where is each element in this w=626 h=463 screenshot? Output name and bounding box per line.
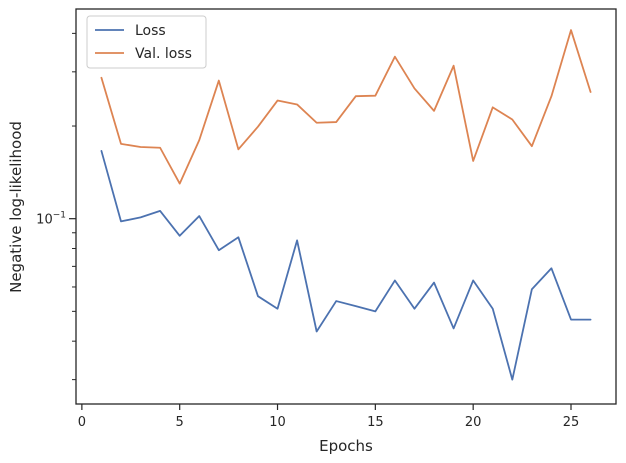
- x-axis-ticks: 0 5 10 15 20 25: [78, 404, 580, 430]
- x-tick-label-0: 0: [78, 415, 86, 430]
- x-tick-label-10: 10: [269, 415, 286, 430]
- plot-area: [76, 9, 616, 404]
- series-line-val-loss: [100, 29, 592, 185]
- x-tick-label-25: 25: [563, 415, 580, 430]
- x-tick-label-15: 15: [367, 415, 384, 430]
- x-axis-label: Epochs: [319, 437, 373, 455]
- y-tick-label-0.1: 10−1: [36, 211, 66, 228]
- legend-box: [86, 15, 207, 69]
- y-axis-ticks: 10−1: [36, 32, 76, 381]
- series-layer: [100, 29, 592, 381]
- y-axis-label: Negative log-likelihood: [7, 121, 25, 293]
- legend: Loss Val. loss: [86, 15, 207, 69]
- legend-label-loss: Loss: [135, 23, 166, 39]
- x-tick-label-20: 20: [465, 415, 482, 430]
- series-line-loss: [100, 150, 592, 381]
- x-tick-label-5: 5: [176, 415, 184, 430]
- plot-frame: [75, 8, 617, 405]
- legend-label-val-loss: Val. loss: [135, 46, 192, 62]
